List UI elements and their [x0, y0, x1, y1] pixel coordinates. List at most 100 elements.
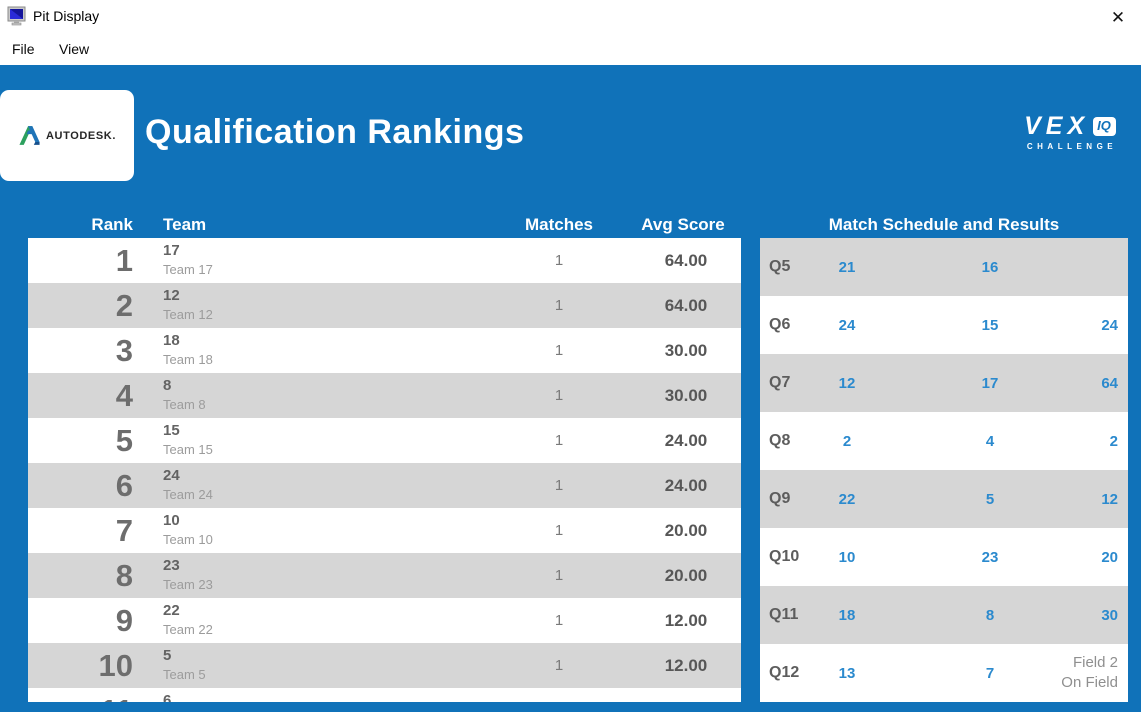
- team-number: 22: [163, 602, 180, 619]
- matches-value: 1: [554, 387, 564, 404]
- team-name: Team 8: [163, 397, 206, 412]
- team-number: 18: [163, 332, 180, 349]
- team-number: 17: [163, 242, 180, 259]
- vexiq-challenge-logo: VEX IQ CHALLENGE: [1012, 114, 1128, 151]
- team-name: Team 17: [163, 262, 213, 277]
- match-result-cell: 12: [1033, 491, 1128, 508]
- team-cell: 12 Team 12: [133, 283, 487, 328]
- challenge-wordmark: CHALLENGE: [1026, 142, 1118, 151]
- match-team-1: 18: [838, 606, 856, 624]
- match-team-2: 16: [981, 258, 999, 276]
- avg-score-value: 12.00: [664, 656, 708, 675]
- app-monitor-icon: [7, 6, 26, 26]
- match-result-cell: 30: [1033, 607, 1128, 624]
- team-number: 10: [163, 512, 180, 529]
- matches-value: 1: [554, 477, 564, 494]
- team-cell: 22 Team 22: [133, 598, 487, 643]
- menu-bar: File View: [0, 34, 1141, 65]
- matches-value: 1: [554, 432, 564, 449]
- avg-score-value: 24.00: [664, 431, 708, 450]
- team-cell: 24 Team 24: [133, 463, 487, 508]
- match-on-field-status: On Field: [1061, 674, 1118, 691]
- rank-column-header: Rank: [91, 215, 133, 234]
- match-team-2: 15: [981, 316, 999, 334]
- rankings-table: Rank Team Matches Avg Score 1 17 Team 17…: [28, 215, 741, 702]
- team-name: Team 18: [163, 352, 213, 367]
- schedule-row: Q10 10 23 20: [760, 528, 1128, 586]
- autodesk-wordmark: AUTODESK.: [46, 129, 116, 142]
- matches-value: 1: [554, 342, 564, 359]
- match-result-cell: 64: [1033, 375, 1128, 392]
- match-team-1: 2: [842, 432, 852, 450]
- display-area: AUTODESK. Qualification Rankings VEX IQ …: [0, 65, 1141, 712]
- page-title: Qualification Rankings: [145, 113, 525, 151]
- team-name: Team 23: [163, 577, 213, 592]
- ranking-row: 1 17 Team 17 1 64.00: [28, 238, 741, 283]
- team-name: Team 12: [163, 307, 213, 322]
- match-label: Q7: [769, 374, 791, 391]
- match-score: 20: [1101, 548, 1118, 566]
- rank-value: 1: [115, 243, 133, 278]
- ranking-row: 5 15 Team 15 1 24.00: [28, 418, 741, 463]
- matches-value: 1: [554, 297, 564, 314]
- avg-score-value: 30.00: [664, 341, 708, 360]
- match-label: Q11: [769, 606, 799, 623]
- menu-file[interactable]: File: [12, 41, 35, 57]
- ranking-row: 3 18 Team 18 1 30.00: [28, 328, 741, 373]
- match-team-2: 17: [981, 374, 999, 392]
- menu-view[interactable]: View: [59, 41, 90, 57]
- match-team-1: 21: [838, 258, 856, 276]
- matches-value: 1: [554, 252, 564, 269]
- avg-score-value: 20.00: [664, 521, 708, 540]
- match-score: 30: [1101, 606, 1118, 624]
- team-number: 5: [163, 647, 172, 664]
- team-cell: 15 Team 15: [133, 418, 487, 463]
- window-titlebar: Pit Display ✕: [0, 0, 1141, 34]
- rank-value: 9: [115, 603, 133, 638]
- ranking-row: 4 8 Team 8 1 30.00: [28, 373, 741, 418]
- match-label: Q8: [769, 432, 791, 449]
- schedule-row: Q11 18 8 30: [760, 586, 1128, 644]
- matches-value: 1: [554, 522, 564, 539]
- match-score: 12: [1101, 490, 1118, 508]
- vex-wordmark: VEX: [1024, 112, 1090, 140]
- rank-value: 7: [115, 513, 133, 548]
- avg-score-column-header: Avg Score: [641, 215, 725, 234]
- rank-value: 4: [115, 378, 133, 413]
- rank-value: 2: [115, 288, 133, 323]
- match-score: 64: [1101, 374, 1118, 392]
- team-number: 6: [163, 692, 172, 702]
- match-label: Q10: [769, 548, 800, 565]
- rank-value: 10: [98, 648, 133, 683]
- team-cell: 8 Team 8: [133, 373, 487, 418]
- match-team-2: 23: [981, 548, 999, 566]
- ranking-row: 6 24 Team 24 1 24.00: [28, 463, 741, 508]
- team-column-header: Team: [163, 215, 207, 234]
- schedule-row: Q12 13 7 Field 2 On Field: [760, 644, 1128, 702]
- autodesk-logo: AUTODESK.: [0, 90, 134, 181]
- match-result-cell: 24: [1033, 317, 1128, 334]
- schedule-row: Q5 21 16: [760, 238, 1128, 296]
- matches-value: 1: [487, 688, 631, 702]
- window-title: Pit Display: [33, 8, 100, 24]
- ranking-row: 10 5 Team 5 1 12.00: [28, 643, 741, 688]
- rankings-header-row: Rank Team Matches Avg Score: [28, 215, 741, 238]
- matches-value: 1: [554, 657, 564, 674]
- team-name: Team 5: [163, 667, 206, 682]
- match-team-2: 8: [985, 606, 995, 624]
- team-name: Team 22: [163, 622, 213, 637]
- schedule-row: Q6 24 15 24: [760, 296, 1128, 354]
- match-team-1: 13: [838, 664, 856, 682]
- matches-value: 1: [554, 612, 564, 629]
- match-result-cell: Field 2 On Field: [1033, 653, 1128, 693]
- schedule-row: Q9 22 5 12: [760, 470, 1128, 528]
- close-icon[interactable]: ✕: [1110, 8, 1126, 27]
- iq-badge: IQ: [1093, 117, 1116, 136]
- avg-score-value: 20.00: [664, 566, 708, 585]
- schedule-title: Match Schedule and Results: [828, 215, 1060, 234]
- match-team-2: 5: [985, 490, 995, 508]
- autodesk-a-icon: [19, 126, 40, 145]
- team-name: Team 24: [163, 487, 213, 502]
- match-field-status: Field 2: [1072, 654, 1118, 671]
- team-number: 15: [163, 422, 180, 439]
